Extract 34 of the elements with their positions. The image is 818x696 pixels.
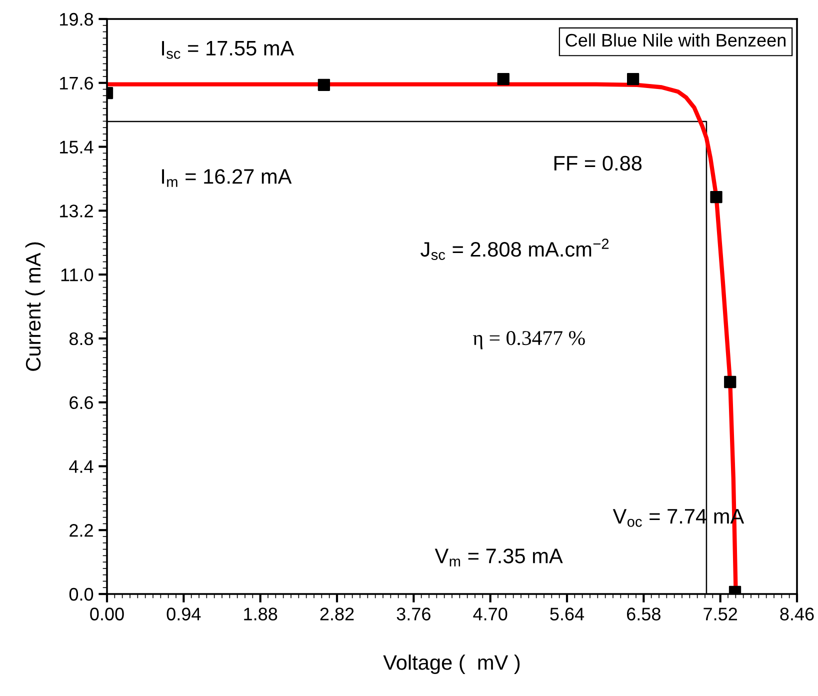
point [724,376,736,388]
x-axis-title: Voltage ( mV ) [383,654,520,674]
y-tick-label: 19.8 [60,12,94,26]
y-tick-label: 6.6 [70,396,94,410]
annotation: V$_{m}$ = 7.35 mA [434,548,563,566]
y-tick-label: 8.8 [69,332,94,346]
x-tick-label: 5.64 [550,608,584,620]
x-tick-label: 8.46 [780,608,814,620]
annotation: J$_{sc}$ = 2.808 mA.cm$^{−2}$ [420,238,609,260]
y-tick-label: 13.2 [60,204,93,218]
x-tick-label: 4.70 [473,608,508,620]
x-tick-label: 7.52 [704,608,737,620]
y-tick-label: 0.0 [69,588,94,601]
y-tick-label: 11.0 [61,268,94,282]
annotation: I$_{m}$ = 16.27 mA [162,169,292,187]
legend-title: Cell Blue Nile with Benzeen [566,33,786,47]
y-tick-label: 17.6 [60,76,94,90]
y-tick-label: 2.2 [70,524,93,537]
point [318,78,330,91]
y-axis-title: Current ( mA ) [25,242,45,371]
x-tick-label: 3.76 [396,608,430,620]
point [497,73,510,86]
point [710,190,722,204]
x-tick-label: 0.00 [90,608,124,620]
x-tick-label: 2.82 [320,608,354,620]
x-tick-label: 0.94 [166,608,201,620]
annotation: I$_{sc}$ = 17.55 mA [162,41,294,59]
point [626,73,640,86]
y-tick-label: 4.4 [69,460,94,473]
x-tick-label: 6.58 [627,608,660,620]
y-tick-label: 15.4 [60,140,94,154]
annotation: η = 0.3477 % [473,331,585,350]
annotation: FF = 0.88 [554,156,642,171]
x-tick-label: 1.88 [244,608,278,620]
